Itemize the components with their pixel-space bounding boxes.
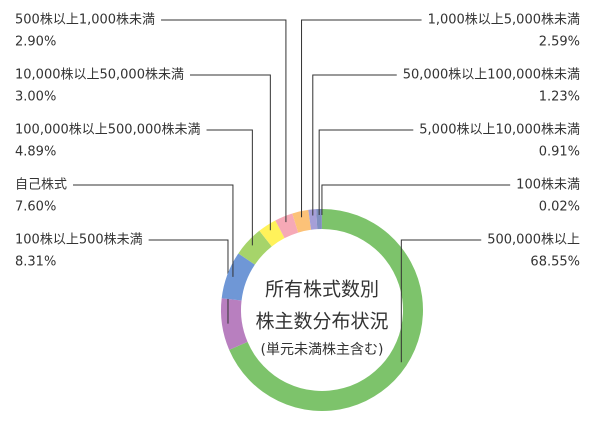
leader-line [161,19,287,223]
center-title: 株主数分布状況 [255,311,388,333]
value-label: 8.31% [15,255,56,270]
value-label: 1.23% [539,90,580,105]
leader-line [73,184,234,277]
value-label: 0.91% [539,145,580,160]
leader-line [400,239,482,363]
donut-segment [238,230,272,265]
category-label: 10,000株以上50,000株未満 [15,68,184,83]
donut-segment [292,209,312,233]
value-label: 7.60% [15,200,56,215]
category-label: 500株以上1,000株未満 [15,13,155,28]
leader-line [206,129,253,246]
leader-line [301,19,422,218]
category-label: 500,000株以上 [487,233,580,248]
category-label: 5,000株以上10,000株未満 [419,123,580,138]
donut-segment [220,298,248,350]
category-label: 100,000株以上500,000株未満 [15,123,201,138]
donut-segment [316,209,322,230]
category-label: 自己株式 [15,178,67,193]
donut-segment [308,209,318,230]
category-label: 100株未満 [516,178,580,193]
value-label: 2.90% [15,35,56,50]
leader-line [189,74,271,231]
value-label: 4.89% [15,145,56,160]
leader-line [148,239,229,324]
center-subtitle: (単元未満株主含む) [261,342,384,358]
donut-segment [221,253,255,301]
leader-line [312,74,397,216]
category-label: 50,000株以上100,000株未満 [403,68,580,83]
donut-segment [275,213,299,239]
value-label: 0.02% [539,200,580,215]
donut-segment [259,220,285,247]
category-label: 1,000株以上5,000株未満 [428,13,580,28]
value-label: 68.55% [530,255,580,270]
leader-line [321,184,511,216]
category-label: 100株以上500株未満 [15,233,143,248]
center-title: 所有株式数別 [265,279,379,301]
leader-line [318,129,414,216]
value-label: 3.00% [15,90,56,105]
value-label: 2.59% [539,35,580,50]
